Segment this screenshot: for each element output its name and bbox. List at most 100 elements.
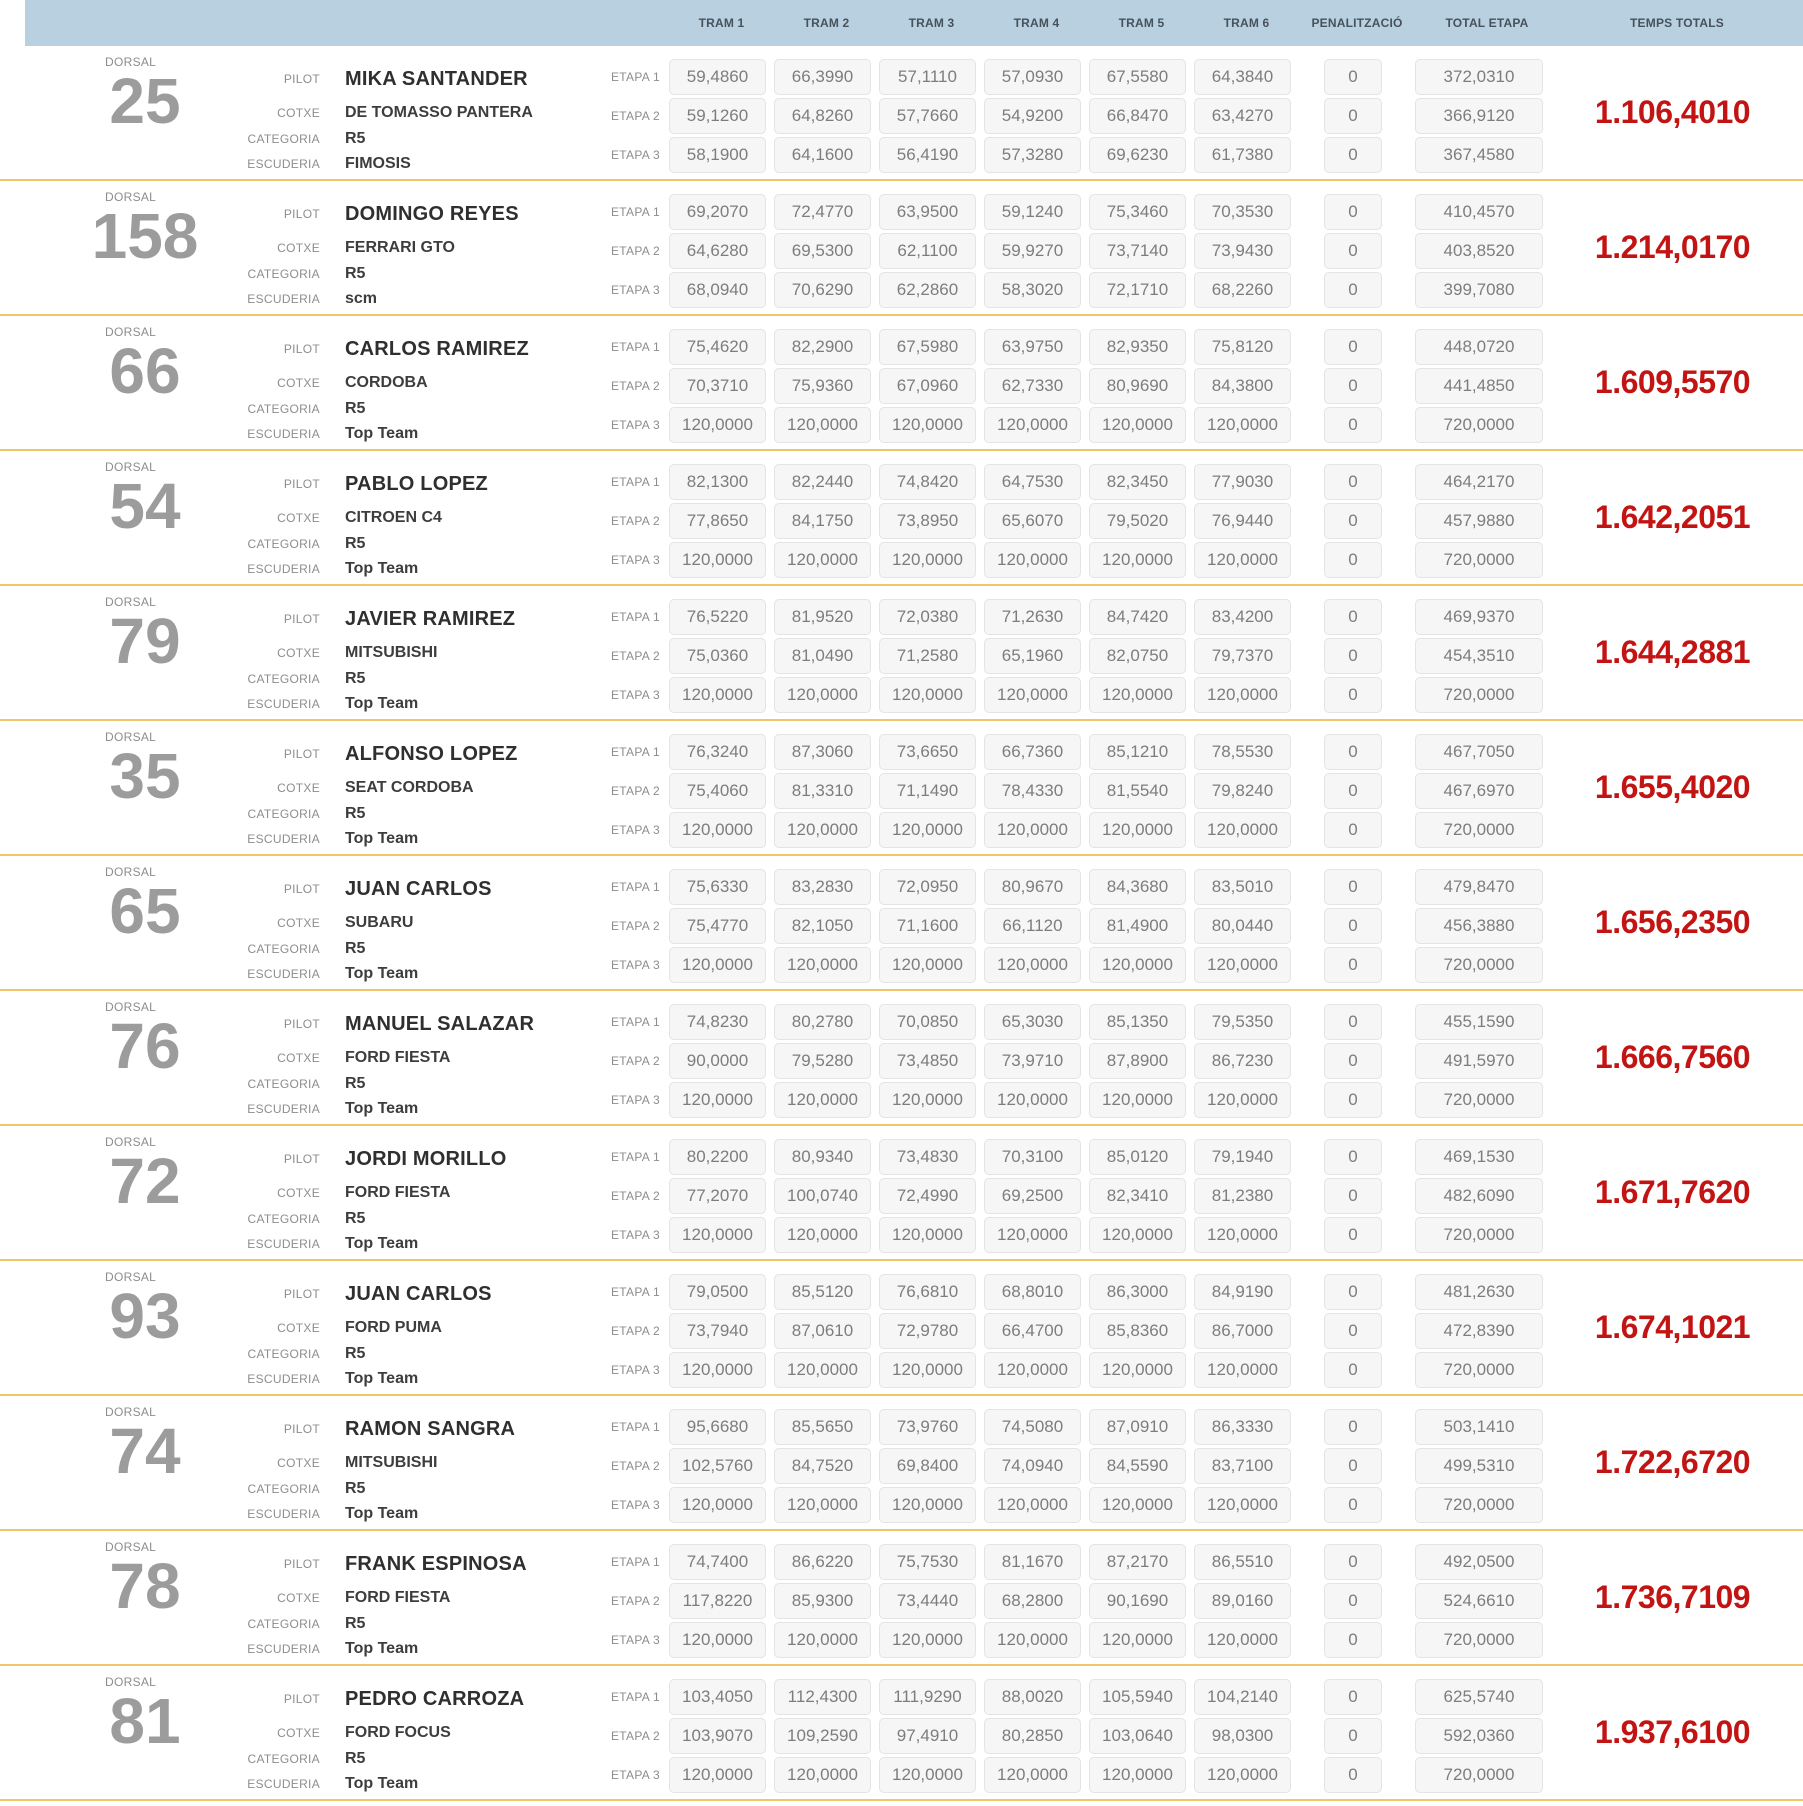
etapa-row: ETAPA 3 120,0000 120,0000 120,0000 120,0000… — [580, 542, 1543, 578]
category-value: R5 — [345, 1750, 366, 1767]
tram-time-cell: 120,0000 — [1089, 1487, 1186, 1523]
tram-time-cell: 79,8240 — [1194, 773, 1291, 809]
etapa-label: ETAPA 1 — [610, 745, 660, 759]
pilot-label: PILOT — [283, 1422, 320, 1436]
dorsal-number: 35 — [109, 740, 181, 812]
etapa-label: ETAPA 2 — [610, 1324, 660, 1338]
escuderia-label: ESCUDERIA — [247, 832, 320, 846]
tram-time-cell: 120,0000 — [984, 677, 1081, 713]
etapa-total-cell: 720,0000 — [1415, 677, 1543, 713]
grand-total: 1.656,2350 — [1594, 904, 1751, 940]
car-name: FORD PUMA — [345, 1319, 442, 1336]
tram-time-cell: 120,0000 — [879, 812, 976, 848]
tram-time-cell: 97,4910 — [879, 1718, 976, 1754]
tram-time-cell: 82,3450 — [1089, 464, 1186, 500]
etapa-row: ETAPA 1 76,3240 87,3060 73,6650 66,7360 85,1… — [580, 734, 1543, 770]
tram-time-cell: 73,4850 — [879, 1043, 976, 1079]
tram-time-cell: 85,9300 — [774, 1583, 871, 1619]
tram-time-cell: 83,2830 — [774, 869, 871, 905]
tram-time-cell: 65,6070 — [984, 503, 1081, 539]
pilot-name: MIKA SANTANDER — [345, 67, 528, 90]
driver-entry: DORSAL 54 PILOT PABLO LOPEZ COTXE CITROE… — [0, 451, 1803, 586]
tram-time-cell: 72,0950 — [879, 869, 976, 905]
tram-time-cell: 68,2800 — [984, 1583, 1081, 1619]
escuderia-label: ESCUDERIA — [247, 1642, 320, 1656]
categoria-label: CATEGORIA — [247, 807, 320, 821]
car-name: SEAT CORDOBA — [345, 779, 474, 796]
driver-info: PILOT FRANK ESPINOSA COTXE FORD FIESTA C… — [230, 1531, 580, 1664]
etapa-label: ETAPA 2 — [610, 649, 660, 663]
penalty-cell: 0 — [1324, 542, 1382, 578]
tram-time-cell: 81,1670 — [984, 1544, 1081, 1580]
etapa-row: ETAPA 3 120,0000 120,0000 120,0000 120,0000… — [580, 947, 1543, 983]
tram-time-cell: 81,3310 — [774, 773, 871, 809]
tram-time-cell: 120,0000 — [984, 1622, 1081, 1658]
etapa-label: ETAPA 1 — [610, 1420, 660, 1434]
etapa-label: ETAPA 2 — [610, 109, 660, 123]
tram-time-cell: 120,0000 — [1089, 407, 1186, 443]
grand-total: 1.644,2881 — [1594, 634, 1751, 670]
tram-time-cell: 66,3990 — [774, 59, 871, 95]
pilot-row: PILOT ALFONSO LOPEZ — [230, 735, 580, 773]
tram-time-cell: 120,0000 — [774, 1082, 871, 1118]
categoria-label: CATEGORIA — [247, 537, 320, 551]
tram-time-cell: 80,9690 — [1089, 368, 1186, 404]
etapa-total-cell: 720,0000 — [1415, 1352, 1543, 1388]
etapa-total-cell: 720,0000 — [1415, 812, 1543, 848]
dorsal-label: DORSAL — [105, 1000, 157, 1014]
cotxe-label: COTXE — [277, 916, 320, 930]
tram-time-cell: 103,9070 — [669, 1718, 766, 1754]
penalty-cell: 0 — [1324, 908, 1382, 944]
pilot-name: DOMINGO REYES — [345, 202, 519, 225]
car-name: FERRARI GTO — [345, 239, 455, 256]
etapa-label: ETAPA 1 — [610, 1555, 660, 1569]
tram-time-cell: 120,0000 — [669, 677, 766, 713]
etapa-row: ETAPA 1 80,2200 80,9340 73,4830 70,3100 85,0… — [580, 1139, 1543, 1175]
driver-entry: DORSAL 93 PILOT JUAN CARLOS COTXE FORD P… — [0, 1261, 1803, 1396]
tram-time-cell: 86,7000 — [1194, 1313, 1291, 1349]
etapa-total-cell: 472,8390 — [1415, 1313, 1543, 1349]
category-value: R5 — [345, 130, 366, 147]
driver-entry: DORSAL 76 PILOT MANUEL SALAZAR COTXE FOR… — [0, 991, 1803, 1126]
etapa-label: ETAPA 2 — [610, 1594, 660, 1608]
tram-time-cell: 120,0000 — [984, 407, 1081, 443]
tram-time-cell: 80,9670 — [984, 869, 1081, 905]
grand-total: 1.666,7560 — [1594, 1039, 1751, 1075]
pilot-label: PILOT — [283, 1287, 320, 1301]
tram-time-cell: 120,0000 — [669, 407, 766, 443]
pilot-label: PILOT — [283, 477, 320, 491]
cotxe-label: COTXE — [277, 1726, 320, 1740]
driver-info: PILOT JUAN CARLOS COTXE FORD PUMA CATEGO… — [230, 1261, 580, 1394]
categoria-label: CATEGORIA — [247, 1752, 320, 1766]
etapa-total-cell: 448,0720 — [1415, 329, 1543, 365]
category-value: R5 — [345, 265, 366, 282]
escuderia-row: ESCUDERIA Top Team — [230, 1635, 580, 1663]
etapa-total-cell: 492,0500 — [1415, 1544, 1543, 1580]
temps-totals-block: 1.656,2350 — [1542, 856, 1803, 989]
cotxe-label: COTXE — [277, 1186, 320, 1200]
pilot-row: PILOT JUAN CARLOS — [230, 870, 580, 908]
etapa-label: ETAPA 3 — [610, 1633, 660, 1647]
tram-time-cell: 67,5980 — [879, 329, 976, 365]
car-name: CITROEN C4 — [345, 509, 442, 526]
temps-totals-block: 1.666,7560 — [1542, 991, 1803, 1124]
tram-time-cell: 64,7530 — [984, 464, 1081, 500]
cotxe-label: COTXE — [277, 646, 320, 660]
pilot-label: PILOT — [283, 882, 320, 896]
dorsal-label: DORSAL — [105, 1405, 157, 1419]
driver-info: PILOT PEDRO CARROZA COTXE FORD FOCUS CAT… — [230, 1666, 580, 1799]
tram-time-cell: 71,1490 — [879, 773, 976, 809]
cotxe-row: COTXE MITSUBISHI — [230, 1448, 580, 1478]
etapa-row: ETAPA 3 120,0000 120,0000 120,0000 120,0000… — [580, 1082, 1543, 1118]
tram-time-cell: 104,2140 — [1194, 1679, 1291, 1715]
dorsal-label: DORSAL — [105, 595, 157, 609]
etapa-row: ETAPA 2 77,2070 100,0740 72,4990 69,2500 82,… — [580, 1178, 1543, 1214]
escuderia-row: ESCUDERIA Top Team — [230, 1500, 580, 1528]
category-value: R5 — [345, 1345, 366, 1362]
etapa-row: ETAPA 2 59,1260 64,8260 57,7660 54,9200 66,8… — [580, 98, 1543, 134]
etapa-row: ETAPA 1 69,2070 72,4770 63,9500 59,1240 75,3… — [580, 194, 1543, 230]
etapa-total-cell: 720,0000 — [1415, 947, 1543, 983]
etapa-total-cell: 454,3510 — [1415, 638, 1543, 674]
cotxe-label: COTXE — [277, 1456, 320, 1470]
column-header-temps-totals: TEMPS TOTALS — [1630, 16, 1724, 30]
